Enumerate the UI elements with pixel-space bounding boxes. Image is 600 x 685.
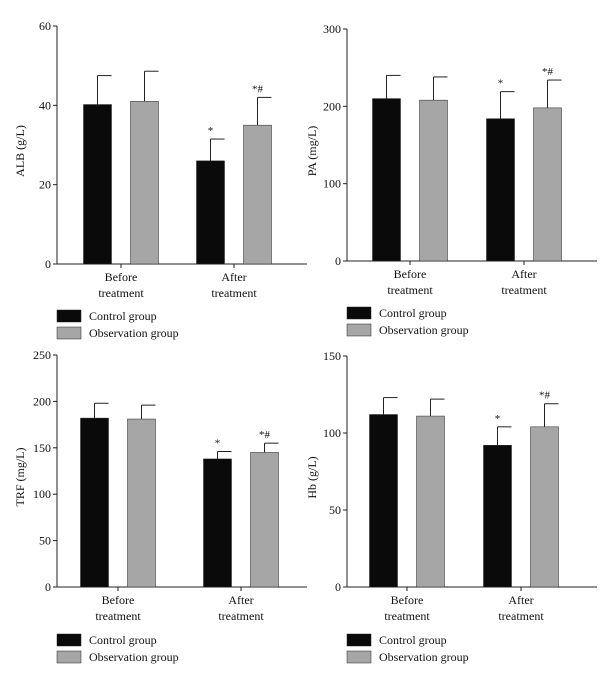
y-tick-label: 200 (33, 394, 51, 408)
bar (483, 445, 512, 588)
chart-panel-1: 0 20 40 60 ALB (g/L) Before treatment After trea… (13, 19, 307, 340)
chart-panel-4: 0 50 100 150 Hb (g/L) Before treatment After tre… (305, 349, 597, 664)
y-axis-label: TRF (mg/L) (13, 447, 27, 506)
y-tick-label: 100 (33, 487, 51, 501)
legend-swatch (56, 633, 82, 647)
y-tick-label: 50 (39, 534, 51, 548)
y-tick-label: 100 (323, 177, 341, 191)
significance-mark: * (495, 413, 501, 425)
y-tick-label: 0 (45, 257, 51, 271)
bar (127, 418, 156, 588)
legend-swatch (346, 323, 372, 337)
y-axis-label: Hb (g/L) (305, 456, 319, 498)
chart-panel-3: 0 50 100 150 200 250 TRF (mg/L) Before treatment… (13, 348, 307, 664)
y-tick-label: 100 (323, 426, 341, 440)
x-tick-label: Before (394, 267, 427, 281)
y-tick-label: 0 (335, 254, 341, 268)
x-tick-label: After (221, 270, 246, 284)
y-axis-label: ALB (g/L) (13, 125, 27, 177)
chart-panel-2: 0 100 200 300 PA (mg/L) Before treatment After t… (305, 22, 597, 337)
x-tick-label: treatment (501, 283, 547, 297)
x-tick-label: treatment (387, 283, 433, 297)
bar (372, 98, 401, 262)
legend-label: Control group (379, 633, 447, 647)
x-tick-label: After (508, 593, 533, 607)
significance-mark: * (498, 78, 504, 90)
legend-swatch (346, 633, 372, 647)
bar (243, 124, 272, 265)
legend-swatch (56, 326, 82, 340)
legend-swatch (56, 309, 82, 323)
y-tick-label: 60 (39, 19, 51, 33)
bar (530, 426, 559, 588)
significance-mark: *# (252, 83, 264, 95)
legend-swatch (56, 650, 82, 664)
x-tick-label: treatment (98, 286, 144, 300)
y-tick-label: 40 (39, 98, 51, 112)
x-tick-label: treatment (498, 609, 544, 623)
bar (416, 415, 445, 588)
x-tick-label: treatment (384, 609, 430, 623)
legend-swatch (346, 306, 372, 320)
legend-label: Control group (379, 306, 447, 320)
y-tick-label: 250 (33, 348, 51, 362)
bar (250, 452, 279, 588)
y-tick-label: 0 (335, 580, 341, 594)
x-tick-label: Before (105, 270, 138, 284)
y-tick-label: 200 (323, 99, 341, 113)
bar (80, 417, 109, 588)
bar (419, 99, 448, 262)
x-tick-label: Before (391, 593, 424, 607)
legend-swatch (346, 650, 372, 664)
x-tick-label: treatment (95, 609, 141, 623)
x-tick-label: After (511, 267, 536, 281)
significance-mark: *# (259, 429, 271, 441)
bar (130, 101, 159, 265)
legend-label: Observation group (89, 650, 179, 664)
y-tick-label: 150 (323, 349, 341, 363)
legend-label: Control group (89, 309, 157, 323)
y-tick-label: 150 (33, 441, 51, 455)
x-tick-label: Before (102, 593, 135, 607)
y-tick-label: 0 (45, 580, 51, 594)
significance-mark: * (208, 125, 214, 137)
bar (203, 458, 232, 588)
legend-label: Observation group (89, 326, 179, 340)
legend-label: Observation group (379, 650, 469, 664)
significance-mark: *# (539, 390, 551, 402)
y-tick-label: 20 (39, 178, 51, 192)
y-tick-label: 50 (329, 503, 341, 517)
bar (369, 414, 398, 588)
x-tick-label: treatment (211, 286, 257, 300)
significance-mark: * (215, 438, 221, 450)
y-tick-label: 300 (323, 22, 341, 36)
legend-label: Control group (89, 633, 157, 647)
legend-label: Observation group (379, 323, 469, 337)
x-tick-label: After (228, 593, 253, 607)
bar (486, 118, 515, 262)
x-tick-label: treatment (218, 609, 264, 623)
significance-mark: *# (542, 66, 554, 78)
bar (533, 107, 562, 262)
bar (196, 160, 225, 265)
y-axis-label: PA (mg/L) (305, 126, 319, 177)
bar (83, 104, 112, 265)
